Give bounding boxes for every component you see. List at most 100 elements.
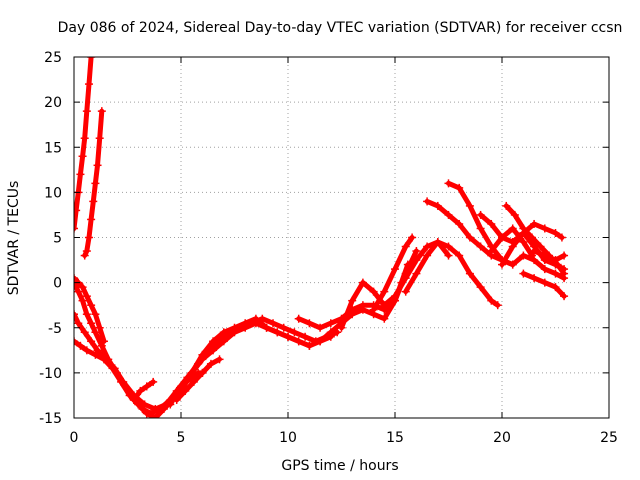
data-point: [433, 238, 442, 247]
data-point: [87, 57, 96, 61]
data-point: [498, 260, 506, 269]
data-point: [444, 179, 453, 188]
x-tick-label: 10: [279, 430, 297, 446]
data-point: [87, 215, 96, 224]
data-point: [551, 256, 560, 265]
data-point: [97, 341, 106, 350]
data-point: [301, 332, 310, 341]
axes: 0 5 10 15 20 25 -15 -10 -5 0 5 10 15 20 25: [39, 50, 618, 446]
data-point: [97, 107, 106, 116]
data-point: [87, 337, 96, 346]
data-point: [78, 296, 87, 305]
data-point: [519, 269, 528, 278]
data-point: [87, 301, 96, 310]
data-point: [326, 328, 335, 337]
data-point: [172, 395, 181, 404]
data-point: [99, 337, 108, 346]
data-point: [412, 269, 421, 278]
data-point: [247, 319, 256, 328]
data-point: [502, 201, 511, 210]
data-point: [508, 224, 517, 233]
y-tick-label: 0: [53, 276, 62, 292]
data-point: [177, 382, 185, 391]
chart-title: Day 086 of 2024, Sidereal Day-to-day VTE…: [58, 20, 623, 36]
data-point: [80, 134, 89, 143]
data-point: [316, 337, 325, 346]
series-track-11: [317, 248, 419, 344]
data-point: [136, 386, 145, 395]
plot-area: [74, 57, 569, 418]
data-point: [476, 242, 485, 251]
data-point: [408, 233, 417, 242]
data-point: [110, 364, 119, 373]
data-point: [358, 305, 367, 314]
data-point: [455, 183, 464, 192]
data-point: [540, 265, 549, 274]
series-track-22: [531, 248, 567, 263]
data-point: [215, 337, 224, 346]
data-point: [316, 323, 325, 332]
data-point: [380, 314, 389, 323]
data-point: [142, 382, 151, 391]
data-point: [78, 152, 87, 161]
data-point: [290, 328, 299, 337]
data-point: [294, 337, 303, 346]
data-point: [536, 242, 545, 251]
data-point: [530, 274, 539, 283]
data-point: [74, 224, 78, 233]
data-point: [465, 201, 474, 210]
data-point: [89, 197, 98, 206]
data-point: [444, 210, 453, 219]
x-tick-label: 5: [177, 430, 186, 446]
data-point: [487, 219, 496, 228]
y-axis-label: SDTVAR / TECUs: [6, 181, 22, 296]
data-point: [74, 319, 83, 328]
data-point: [519, 224, 528, 233]
data-point: [527, 233, 536, 242]
series-track-3: [74, 280, 312, 416]
data-point: [84, 80, 93, 89]
data-point: [279, 323, 288, 332]
data-point: [487, 247, 496, 256]
data-point: [380, 301, 389, 310]
data-point: [455, 251, 464, 260]
series-track-12: [339, 239, 451, 331]
series-track-16: [446, 180, 567, 281]
data-point: [82, 346, 91, 355]
data-point: [258, 314, 267, 323]
data-point: [166, 400, 175, 409]
data-point: [519, 238, 528, 247]
y-tick-label: 5: [53, 231, 62, 247]
data-point: [337, 323, 346, 332]
data-point: [226, 328, 235, 337]
data-point: [348, 296, 357, 305]
data-point: [510, 210, 519, 219]
data-point: [74, 337, 78, 346]
data-point: [102, 355, 111, 364]
x-axis-label: GPS time / hours: [281, 458, 398, 474]
series-track-7: [131, 379, 156, 403]
data-point: [149, 377, 158, 386]
data-point: [553, 260, 562, 269]
data-point: [76, 170, 85, 179]
data-point: [476, 283, 485, 292]
data-point: [284, 332, 292, 341]
x-tick-label: 15: [386, 430, 404, 446]
data-point: [530, 247, 539, 256]
data-point: [540, 251, 549, 260]
data-point: [476, 224, 485, 233]
data-point: [508, 242, 517, 251]
data-point: [84, 233, 93, 242]
data-point: [91, 179, 100, 188]
data-point: [401, 274, 410, 283]
data-point: [412, 247, 421, 256]
data-point: [294, 314, 303, 323]
data-point: [423, 242, 432, 251]
data-point: [305, 319, 314, 328]
data-point: [76, 341, 85, 350]
data-point: [401, 242, 410, 251]
data-point: [269, 319, 278, 328]
series-track-5: [74, 311, 340, 412]
